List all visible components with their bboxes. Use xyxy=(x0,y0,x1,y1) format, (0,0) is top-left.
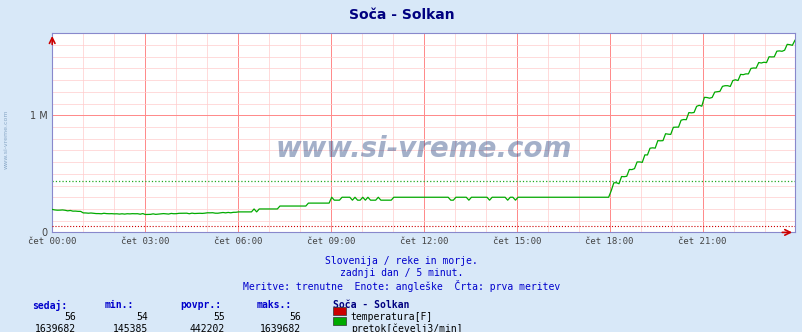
Text: 1639682: 1639682 xyxy=(35,324,76,332)
Text: Soča - Solkan: Soča - Solkan xyxy=(333,300,409,310)
Text: 56: 56 xyxy=(289,312,301,322)
Text: pretok[čevelj3/min]: pretok[čevelj3/min] xyxy=(350,324,462,332)
Text: Slovenija / reke in morje.: Slovenija / reke in morje. xyxy=(325,256,477,266)
Text: čet 21:00: čet 21:00 xyxy=(678,237,726,246)
Text: čet 18:00: čet 18:00 xyxy=(585,237,633,246)
Text: čet 12:00: čet 12:00 xyxy=(399,237,448,246)
Text: čet 03:00: čet 03:00 xyxy=(121,237,169,246)
Text: temperatura[F]: temperatura[F] xyxy=(350,312,432,322)
Text: povpr.:: povpr.: xyxy=(180,300,221,310)
Text: 54: 54 xyxy=(136,312,148,322)
Text: www.si-vreme.com: www.si-vreme.com xyxy=(275,135,571,163)
Text: zadnji dan / 5 minut.: zadnji dan / 5 minut. xyxy=(339,268,463,278)
Text: Meritve: trenutne  Enote: angleške  Črta: prva meritev: Meritve: trenutne Enote: angleške Črta: … xyxy=(242,280,560,292)
Text: čet 09:00: čet 09:00 xyxy=(306,237,354,246)
Text: 145385: 145385 xyxy=(113,324,148,332)
Text: 56: 56 xyxy=(64,312,76,322)
Text: maks.:: maks.: xyxy=(257,300,292,310)
Text: čet 15:00: čet 15:00 xyxy=(492,237,541,246)
Text: čet 06:00: čet 06:00 xyxy=(213,237,262,246)
Text: 442202: 442202 xyxy=(189,324,225,332)
Text: www.si-vreme.com: www.si-vreme.com xyxy=(4,110,9,169)
Text: čet 00:00: čet 00:00 xyxy=(28,237,76,246)
Text: sedaj:: sedaj: xyxy=(32,300,67,311)
Text: min.:: min.: xyxy=(104,300,134,310)
Text: 55: 55 xyxy=(213,312,225,322)
Text: Soča - Solkan: Soča - Solkan xyxy=(348,8,454,22)
Text: 1639682: 1639682 xyxy=(260,324,301,332)
